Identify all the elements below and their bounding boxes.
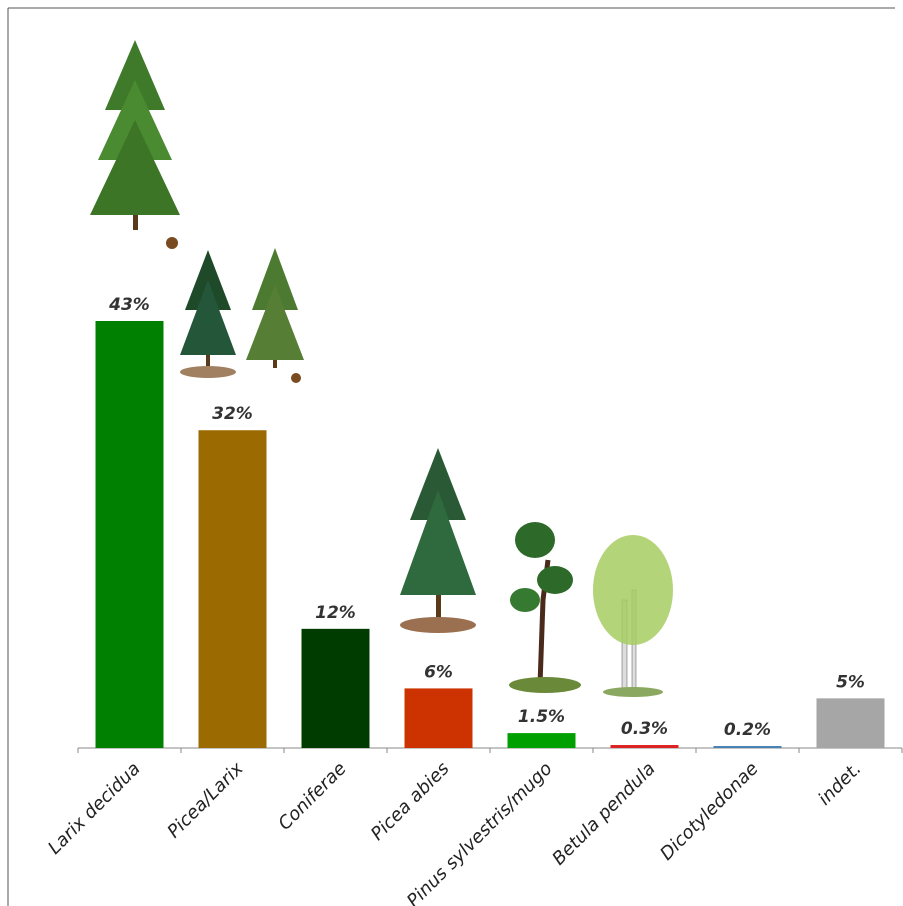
- x-tick-label: Larix decidua: [44, 758, 144, 858]
- tree-larch: [246, 248, 304, 383]
- value-label: 1.5%: [518, 707, 565, 727]
- x-tick-label: Dicotyledonae: [656, 758, 762, 864]
- value-label: 0.2%: [724, 720, 771, 740]
- value-label: 43%: [108, 295, 150, 315]
- tree-spruce: [180, 250, 236, 378]
- bar: [198, 430, 267, 748]
- value-label: 0.3%: [621, 719, 668, 739]
- bar: [713, 746, 782, 748]
- bar: [301, 628, 370, 748]
- x-tick-label: Coniferae: [274, 758, 350, 834]
- tree-pinus: [509, 522, 581, 693]
- bar: [816, 698, 885, 748]
- bar: [404, 688, 473, 748]
- bar: [95, 321, 164, 748]
- x-tick-label: Picea abies: [367, 758, 454, 845]
- tree-picea: [400, 448, 476, 633]
- x-tick-label: Betula pendula: [548, 758, 659, 869]
- x-tick-label: Picea/Larix: [163, 758, 247, 842]
- bar: [610, 745, 679, 748]
- tree-larix: [90, 40, 180, 249]
- x-tick-label: indet.: [814, 758, 865, 809]
- tree-betula: [593, 535, 673, 697]
- value-label: 5%: [836, 672, 865, 692]
- bar: [507, 733, 576, 748]
- value-label: 32%: [212, 404, 253, 424]
- value-label: 6%: [424, 662, 453, 682]
- value-label: 12%: [315, 603, 356, 623]
